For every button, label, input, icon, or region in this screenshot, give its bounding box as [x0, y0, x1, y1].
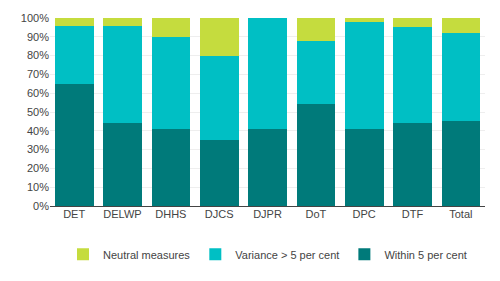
svg-text:100%: 100% [21, 12, 49, 24]
svg-text:DPC: DPC [353, 208, 376, 220]
svg-text:DJCS: DJCS [205, 208, 234, 220]
svg-text:Variance > 5 per cent: Variance > 5 per cent [235, 249, 339, 261]
svg-text:DoT: DoT [305, 208, 326, 220]
svg-text:DJPR: DJPR [253, 208, 282, 220]
svg-text:70%: 70% [27, 68, 49, 80]
svg-text:DTF: DTF [402, 208, 424, 220]
svg-text:90%: 90% [27, 31, 49, 43]
svg-text:10%: 10% [27, 181, 49, 193]
svg-text:30%: 30% [27, 143, 49, 155]
svg-text:50%: 50% [27, 106, 49, 118]
svg-text:20%: 20% [27, 162, 49, 174]
svg-text:DET: DET [63, 208, 85, 220]
svg-text:0%: 0% [33, 200, 49, 212]
svg-text:Within 5 per cent: Within 5 per cent [384, 249, 467, 261]
svg-text:Total: Total [449, 208, 472, 220]
svg-text:80%: 80% [27, 49, 49, 61]
svg-text:DELWP: DELWP [103, 208, 141, 220]
svg-text:DHHS: DHHS [155, 208, 186, 220]
svg-text:60%: 60% [27, 87, 49, 99]
svg-text:40%: 40% [27, 125, 49, 137]
svg-text:Neutral measures: Neutral measures [103, 249, 190, 261]
